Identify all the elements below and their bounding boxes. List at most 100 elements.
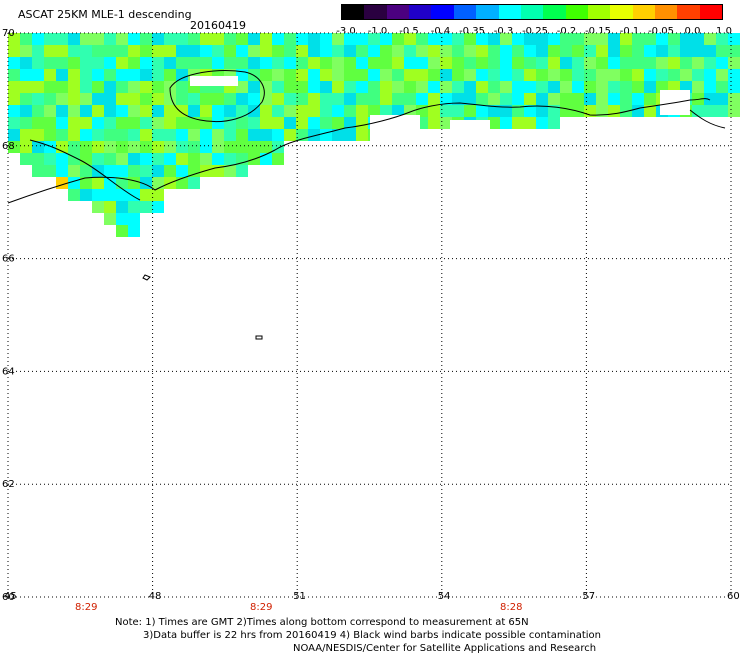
data-cell bbox=[104, 57, 116, 69]
data-cell bbox=[656, 57, 668, 69]
data-cell bbox=[236, 129, 248, 141]
data-cell bbox=[440, 69, 452, 81]
data-cell bbox=[20, 93, 32, 105]
data-cell bbox=[512, 69, 524, 81]
pass-time-label: 8:29 bbox=[250, 602, 272, 613]
data-cell bbox=[488, 117, 500, 129]
data-cell bbox=[44, 45, 56, 57]
data-cell bbox=[188, 57, 200, 69]
data-cell bbox=[8, 33, 20, 45]
data-cell bbox=[56, 165, 68, 177]
data-cell bbox=[704, 57, 716, 69]
data-cell bbox=[128, 129, 140, 141]
data-cell bbox=[152, 33, 164, 45]
data-cell bbox=[524, 81, 536, 93]
footnote: Note: 1) Times are GMT 2)Times along bot… bbox=[115, 616, 601, 655]
data-cell bbox=[224, 33, 236, 45]
data-cell bbox=[344, 45, 356, 57]
data-cell bbox=[140, 33, 152, 45]
data-cell bbox=[92, 105, 104, 117]
data-cell bbox=[536, 69, 548, 81]
data-cell bbox=[176, 105, 188, 117]
data-cell bbox=[452, 81, 464, 93]
data-cell bbox=[428, 69, 440, 81]
data-cell bbox=[92, 117, 104, 129]
data-cell bbox=[128, 33, 140, 45]
data-cell bbox=[164, 165, 176, 177]
data-cell bbox=[632, 81, 644, 93]
data-cell bbox=[644, 81, 656, 93]
data-cell bbox=[308, 57, 320, 69]
coastline bbox=[7, 70, 726, 340]
data-cell bbox=[344, 93, 356, 105]
data-cell bbox=[44, 153, 56, 165]
data-cell bbox=[404, 69, 416, 81]
data-cell bbox=[368, 45, 380, 57]
data-cell bbox=[428, 33, 440, 45]
data-cell bbox=[308, 81, 320, 93]
data-cell bbox=[728, 69, 740, 81]
data-cell bbox=[644, 33, 656, 45]
data-cell bbox=[284, 105, 296, 117]
data-cell bbox=[272, 105, 284, 117]
data-cell bbox=[56, 105, 68, 117]
data-cell bbox=[440, 105, 452, 117]
data-cell bbox=[236, 105, 248, 117]
latitude-tick-label: 70 bbox=[2, 28, 15, 39]
data-cell bbox=[320, 69, 332, 81]
data-cell bbox=[716, 45, 728, 57]
data-cell bbox=[260, 117, 272, 129]
data-cell bbox=[716, 81, 728, 93]
longitude-tick-label: 45 bbox=[4, 591, 17, 602]
data-cell bbox=[128, 225, 140, 237]
data-cell bbox=[20, 81, 32, 93]
island-west bbox=[142, 274, 151, 281]
data-cell bbox=[620, 69, 632, 81]
latitude-tick-label: 66 bbox=[2, 254, 15, 265]
data-cell bbox=[428, 81, 440, 93]
data-cell bbox=[596, 45, 608, 57]
data-cell bbox=[392, 45, 404, 57]
data-cell bbox=[140, 153, 152, 165]
data-cell bbox=[380, 45, 392, 57]
data-cell bbox=[572, 57, 584, 69]
color-scale-label: -0.35 bbox=[459, 26, 485, 37]
data-cell bbox=[572, 69, 584, 81]
data-cell bbox=[260, 93, 272, 105]
no-data-gap bbox=[370, 115, 420, 145]
data-cell bbox=[596, 93, 608, 105]
latitude-tick-label: 62 bbox=[2, 479, 15, 490]
color-scale-swatch bbox=[453, 5, 477, 19]
data-cell bbox=[332, 57, 344, 69]
data-cell bbox=[248, 45, 260, 57]
data-cell bbox=[80, 93, 92, 105]
color-scale-label: -3.0 bbox=[336, 26, 356, 37]
data-cell bbox=[260, 81, 272, 93]
latitude-tick-label: 64 bbox=[2, 366, 15, 377]
data-cell bbox=[140, 117, 152, 129]
data-cell bbox=[236, 165, 248, 177]
data-cell bbox=[128, 201, 140, 213]
data-cell bbox=[500, 105, 512, 117]
data-cell bbox=[200, 117, 212, 129]
data-cell bbox=[44, 57, 56, 69]
data-cell bbox=[80, 81, 92, 93]
data-cell bbox=[548, 33, 560, 45]
data-cell bbox=[716, 69, 728, 81]
data-cell bbox=[248, 141, 260, 153]
data-cell bbox=[344, 57, 356, 69]
data-cell bbox=[272, 57, 284, 69]
data-cell bbox=[332, 45, 344, 57]
data-cell bbox=[116, 129, 128, 141]
data-cell bbox=[308, 117, 320, 129]
data-cell bbox=[56, 81, 68, 93]
data-cell bbox=[176, 153, 188, 165]
data-cell bbox=[296, 69, 308, 81]
data-cell bbox=[476, 69, 488, 81]
data-cell bbox=[608, 81, 620, 93]
data-cell bbox=[332, 69, 344, 81]
latitude-tick-label: 60 bbox=[2, 592, 15, 603]
data-cell bbox=[20, 129, 32, 141]
data-cell bbox=[248, 93, 260, 105]
data-cell bbox=[692, 81, 704, 93]
